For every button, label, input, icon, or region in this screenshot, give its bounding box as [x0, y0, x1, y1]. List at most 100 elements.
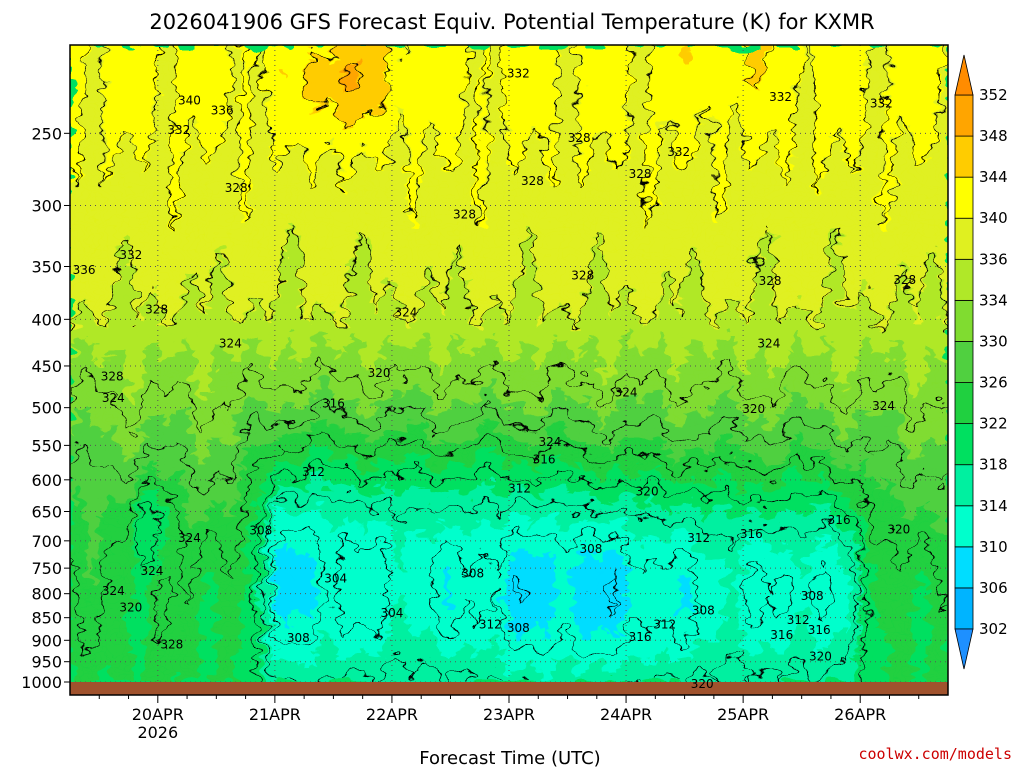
field-cell: [216, 276, 223, 284]
field-cell: [175, 241, 182, 249]
field-cell: [105, 97, 112, 104]
field-cell: [210, 456, 217, 463]
field-cell: [146, 230, 153, 237]
field-cell: [204, 247, 212, 255]
field-cell: [122, 160, 130, 168]
field-cell: [87, 519, 95, 527]
field-cell: [298, 438, 305, 446]
field-cell: [204, 635, 212, 643]
field-cell: [251, 207, 258, 214]
field-cell: [251, 409, 258, 417]
field-cell: [233, 50, 241, 58]
field-cell: [81, 421, 89, 428]
field-cell: [251, 369, 258, 376]
field-cell: [116, 641, 124, 648]
field-cell: [87, 479, 95, 486]
field-cell: [204, 126, 212, 133]
field-cell: [298, 525, 305, 533]
field-cell: [175, 236, 182, 243]
field-cell: [81, 461, 89, 469]
field-cell: [239, 467, 247, 475]
field-cell: [169, 589, 176, 596]
field-cell: [70, 305, 77, 312]
field-cell: [321, 120, 329, 127]
field-cell: [181, 276, 188, 284]
field-cell: [140, 531, 147, 538]
field-cell: [169, 461, 176, 469]
field-cell: [70, 201, 77, 208]
field-cell: [327, 334, 334, 341]
field-cell: [286, 635, 294, 643]
field-cell: [187, 664, 194, 672]
field-cell: [216, 334, 223, 341]
field-cell: [81, 363, 89, 370]
field-cell: [110, 369, 118, 376]
field-cell: [216, 676, 223, 683]
field-cell: [222, 409, 229, 417]
field-cell: [122, 664, 130, 672]
field-cell: [81, 450, 89, 457]
field-cell: [187, 543, 194, 550]
field-cell: [105, 386, 112, 394]
field-cell: [309, 230, 317, 237]
field-cell: [151, 120, 159, 127]
field-cell: [222, 305, 229, 312]
field-cell: [239, 600, 247, 608]
field-cell: [321, 79, 329, 87]
field-cell: [269, 375, 276, 382]
field-cell: [257, 160, 264, 168]
field-cell: [315, 201, 323, 208]
field-cell: [81, 137, 89, 145]
field-cell: [286, 629, 294, 637]
field-cell: [245, 50, 253, 58]
field-cell: [163, 183, 171, 191]
field-cell: [87, 647, 95, 654]
field-cell: [105, 183, 112, 191]
field-cell: [75, 363, 83, 370]
field-cell: [315, 577, 323, 585]
field-cell: [81, 189, 89, 197]
field-cell: [204, 595, 212, 602]
field-cell: [274, 73, 282, 81]
field-cell: [292, 612, 299, 619]
field-cell: [228, 108, 235, 116]
field-cell: [110, 172, 118, 179]
field-cell: [204, 351, 212, 359]
field-cell: [327, 195, 334, 202]
field-cell: [128, 525, 135, 533]
field-cell: [228, 421, 235, 428]
field-cell: [110, 322, 118, 330]
field-cell: [116, 288, 124, 295]
field-cell: [233, 79, 241, 87]
field-cell: [286, 207, 294, 214]
field-cell: [169, 658, 176, 666]
field-cell: [128, 73, 135, 81]
field-cell: [222, 189, 229, 197]
field-cell: [122, 485, 130, 492]
field-cell: [269, 514, 276, 521]
field-cell: [87, 502, 95, 509]
field-cell: [321, 340, 329, 347]
field-cell: [187, 490, 194, 498]
field-cell: [286, 398, 294, 405]
field-cell: [251, 253, 258, 260]
field-cell: [128, 114, 135, 121]
field-cell: [304, 282, 311, 289]
field-cell: [151, 241, 159, 249]
field-cell: [140, 508, 147, 515]
field-cell: [198, 369, 206, 376]
field-cell: [140, 548, 147, 556]
field-cell: [321, 456, 329, 463]
field-cell: [175, 224, 182, 231]
field-cell: [269, 531, 276, 538]
field-cell: [216, 508, 223, 515]
field-cell: [274, 647, 282, 654]
field-cell: [228, 612, 235, 619]
field-cell: [140, 432, 147, 440]
field-cell: [257, 670, 264, 677]
field-cell: [151, 519, 159, 527]
field-cell: [333, 102, 340, 110]
field-cell: [157, 369, 165, 376]
field-cell: [122, 375, 130, 382]
field-cell: [321, 189, 329, 197]
